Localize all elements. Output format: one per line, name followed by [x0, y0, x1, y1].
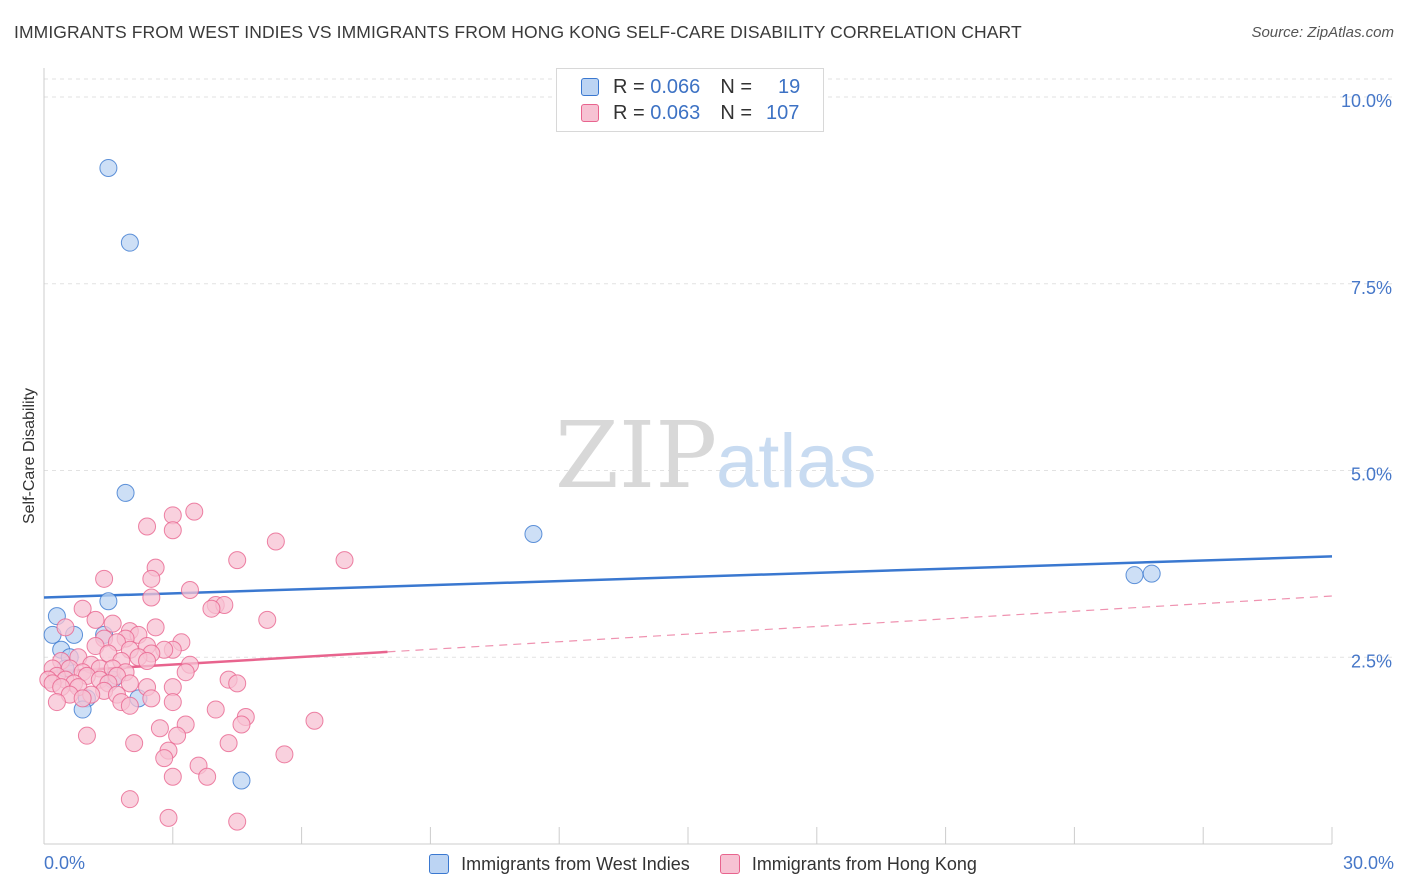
data-point [163, 693, 182, 712]
legend-swatch-blue [429, 854, 450, 874]
data-point [198, 767, 217, 786]
y-tick-label: 2.5% [1351, 651, 1392, 671]
data-point [1125, 566, 1144, 585]
data-point [232, 715, 251, 734]
y-tick-label: 7.5% [1351, 278, 1392, 298]
data-point [142, 689, 161, 708]
grid-lines [44, 78, 1392, 658]
data-point [120, 674, 139, 693]
n-value: 107 [766, 101, 800, 124]
r-label: R = [613, 75, 645, 98]
data-point [1142, 564, 1161, 583]
data-point [99, 158, 118, 177]
stats-row-west-indies: R = 0.066 N = 19 [581, 75, 800, 99]
data-point [116, 483, 135, 502]
watermark: ZIP atlas [555, 402, 877, 509]
r-label: R = [613, 101, 645, 124]
n-value: 19 [778, 75, 801, 98]
n-label: N = [720, 75, 752, 98]
trend-line [43, 555, 1333, 599]
legend-swatch-blue [581, 78, 599, 96]
data-point [56, 618, 75, 637]
x-tick-label: 30.0% [1343, 853, 1394, 873]
data-point [228, 812, 247, 831]
data-points [39, 158, 1161, 831]
r-value: 0.063 [650, 101, 701, 124]
y-tick-label: 10.0% [1341, 91, 1392, 111]
data-point [120, 233, 139, 252]
data-point [159, 808, 178, 827]
legend-item-west-indies[interactable]: Immigrants from West Indies [429, 854, 690, 875]
data-point [77, 726, 96, 745]
data-point [305, 711, 324, 730]
stats-row-hong-kong: R = 0.063 N = 107 [581, 101, 799, 125]
data-point [206, 700, 225, 719]
data-point [86, 610, 105, 629]
data-point [180, 581, 199, 600]
data-point [125, 734, 144, 753]
stats-legend: R = 0.066 N = 19 R = 0.063 N = 107 [556, 68, 824, 132]
data-point [335, 551, 354, 570]
series-hong-kong [39, 502, 354, 831]
data-point [146, 618, 165, 637]
data-point [176, 663, 195, 682]
series-legend: Immigrants from West Indies Immigrants f… [0, 852, 1406, 876]
watermark-zip: ZIP [555, 402, 717, 509]
data-point [163, 521, 182, 540]
data-point [99, 592, 118, 611]
source-label[interactable]: Source: ZipAtlas.com [1251, 24, 1394, 41]
n-label: N = [720, 101, 752, 124]
data-point [524, 524, 543, 543]
chart-title: IMMIGRANTS FROM WEST INDIES VS IMMIGRANT… [14, 22, 1022, 42]
data-point [73, 689, 92, 708]
data-point [120, 696, 139, 715]
data-point [266, 532, 285, 551]
axes [43, 68, 1333, 845]
legend-item-hong-kong[interactable]: Immigrants from Hong Kong [719, 853, 977, 875]
data-point [185, 502, 204, 521]
data-point [142, 569, 161, 588]
data-point [275, 745, 294, 764]
trend-line-extension [387, 595, 1333, 653]
legend-label: Immigrants from Hong Kong [751, 853, 977, 874]
x-tick-label: 0.0% [44, 853, 85, 873]
data-point [155, 749, 174, 768]
data-point [232, 771, 251, 790]
r-value: 0.066 [650, 75, 701, 98]
watermark-atlas: atlas [716, 419, 877, 504]
data-point [138, 517, 157, 536]
tick-labels: 2.5% 5.0% 7.5% 10.0% 0.0% 30.0% [44, 91, 1394, 873]
legend-swatch-pink [581, 104, 599, 122]
data-point [150, 719, 169, 738]
data-point [120, 790, 139, 809]
data-point [228, 674, 247, 693]
data-point [142, 588, 161, 607]
data-point [228, 551, 247, 570]
data-point [202, 599, 221, 618]
data-point [73, 599, 92, 618]
data-point [47, 693, 66, 712]
data-point [103, 614, 122, 633]
data-point [258, 610, 277, 629]
legend-swatch-pink [719, 854, 740, 874]
data-point [95, 569, 114, 588]
data-point [219, 734, 238, 753]
data-point [138, 651, 157, 670]
legend-label: Immigrants from West Indies [461, 853, 690, 874]
data-point [168, 726, 187, 745]
y-tick-label: 5.0% [1351, 465, 1392, 485]
data-point [163, 767, 182, 786]
